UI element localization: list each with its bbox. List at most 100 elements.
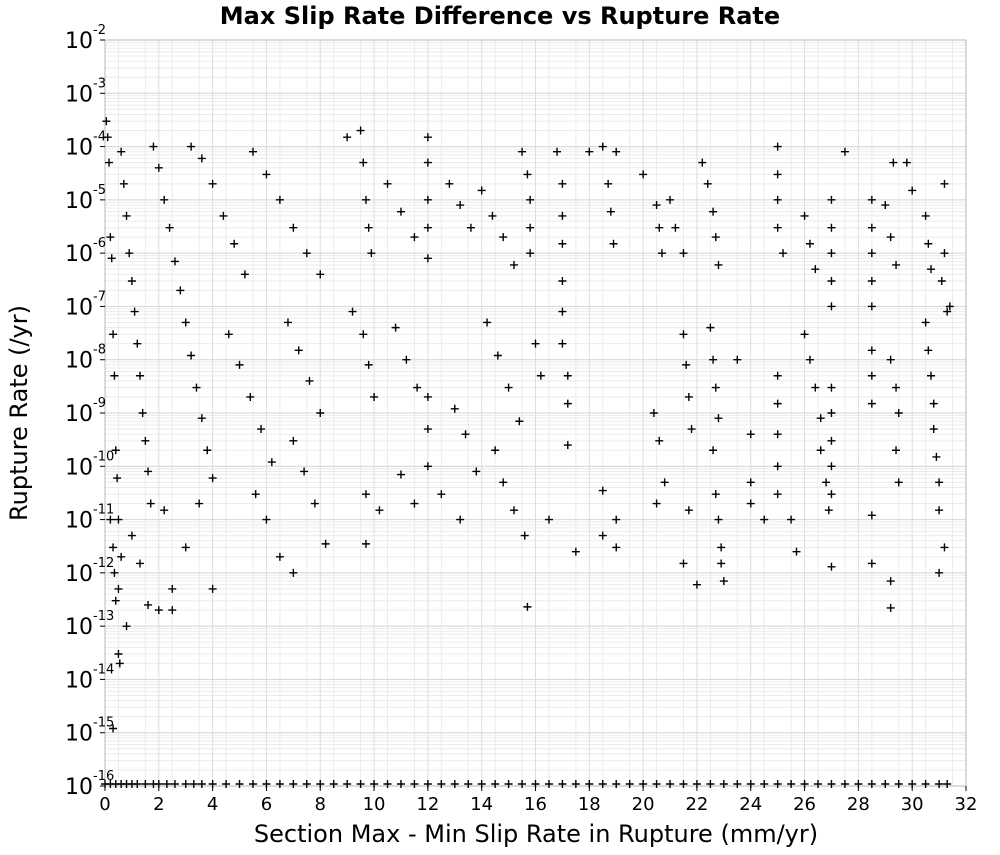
data-point xyxy=(604,179,613,188)
data-point xyxy=(666,195,675,204)
data-point xyxy=(135,371,144,380)
data-point xyxy=(921,318,930,327)
data-point xyxy=(423,254,432,263)
data-point xyxy=(902,158,911,167)
data-point xyxy=(105,158,114,167)
data-point xyxy=(168,606,177,615)
data-point xyxy=(509,260,518,269)
data-point xyxy=(509,506,518,515)
data-point xyxy=(709,355,718,364)
data-point xyxy=(224,330,233,339)
data-point xyxy=(208,474,217,483)
data-point xyxy=(867,399,876,408)
data-point xyxy=(625,780,634,788)
data-point xyxy=(103,133,112,142)
data-point xyxy=(816,414,825,423)
data-point xyxy=(181,780,190,788)
data-point xyxy=(649,409,658,417)
data-point xyxy=(189,780,198,788)
data-point xyxy=(375,506,384,515)
x-axis-ticks: 0 2 4 6 8 10 12 14 16 18 20 22 24 26 28 30 32 xyxy=(99,786,977,815)
data-point xyxy=(133,780,142,788)
data-point xyxy=(684,506,693,515)
data-point xyxy=(886,355,895,364)
data-point xyxy=(154,163,163,172)
data-point xyxy=(609,239,618,248)
data-point xyxy=(612,515,621,524)
data-point xyxy=(127,531,136,540)
data-point xyxy=(746,430,755,439)
data-point xyxy=(203,446,212,455)
data-points xyxy=(101,117,954,788)
data-point xyxy=(107,254,116,263)
data-point xyxy=(881,201,890,210)
data-point xyxy=(119,179,128,188)
data-point xyxy=(187,351,196,360)
data-point xyxy=(571,547,580,556)
data-point xyxy=(558,339,567,348)
y-tick-label: 10-6 xyxy=(65,236,106,267)
data-point xyxy=(787,515,796,524)
data-point xyxy=(867,223,876,232)
data-point xyxy=(787,780,796,788)
data-point xyxy=(310,499,319,508)
data-point xyxy=(652,201,661,210)
data-point xyxy=(536,371,545,380)
data-point xyxy=(109,330,118,339)
data-point xyxy=(437,780,446,788)
x-tick-label: 12 xyxy=(416,794,439,815)
data-point xyxy=(773,490,782,499)
data-point xyxy=(472,467,481,476)
data-point xyxy=(289,780,298,788)
data-point xyxy=(827,462,836,471)
data-point xyxy=(367,249,376,258)
data-point xyxy=(779,249,788,258)
data-point xyxy=(598,486,607,495)
y-tick-label: 10-2 xyxy=(65,23,106,54)
data-point xyxy=(908,186,917,195)
data-point xyxy=(364,223,373,232)
data-point xyxy=(698,158,707,167)
data-point xyxy=(773,371,782,380)
data-point xyxy=(927,265,936,274)
data-point xyxy=(316,270,325,279)
data-point xyxy=(792,547,801,556)
data-point xyxy=(456,201,465,210)
data-point xyxy=(391,323,400,332)
data-point xyxy=(402,355,411,364)
x-tick-label: 30 xyxy=(901,794,924,815)
x-tick-label: 24 xyxy=(739,794,762,815)
data-point xyxy=(935,506,944,515)
data-point xyxy=(359,158,368,167)
data-point xyxy=(692,580,701,589)
y-tick-label: 10-13 xyxy=(65,609,114,640)
y-tick-label: 10-15 xyxy=(65,716,114,747)
data-point xyxy=(410,233,419,242)
data-point xyxy=(773,170,782,179)
data-point xyxy=(703,179,712,188)
data-point xyxy=(606,207,615,216)
data-point xyxy=(827,249,836,258)
data-point xyxy=(940,249,949,258)
data-point xyxy=(881,780,890,788)
data-point xyxy=(746,478,755,487)
data-point xyxy=(162,780,171,788)
data-point xyxy=(679,330,688,339)
data-point xyxy=(612,147,621,156)
x-tick-label: 10 xyxy=(363,794,386,815)
data-point xyxy=(114,515,123,524)
data-point xyxy=(940,543,949,552)
data-point xyxy=(248,147,257,156)
data-point xyxy=(289,223,298,232)
data-point xyxy=(235,360,244,369)
data-point xyxy=(935,780,944,788)
data-point xyxy=(396,780,405,788)
data-point xyxy=(343,133,352,142)
data-point xyxy=(921,780,930,788)
data-point xyxy=(109,724,118,733)
data-point xyxy=(717,559,726,568)
data-point xyxy=(840,147,849,156)
data-point xyxy=(717,543,726,552)
data-point xyxy=(251,490,260,499)
data-point xyxy=(714,515,723,524)
